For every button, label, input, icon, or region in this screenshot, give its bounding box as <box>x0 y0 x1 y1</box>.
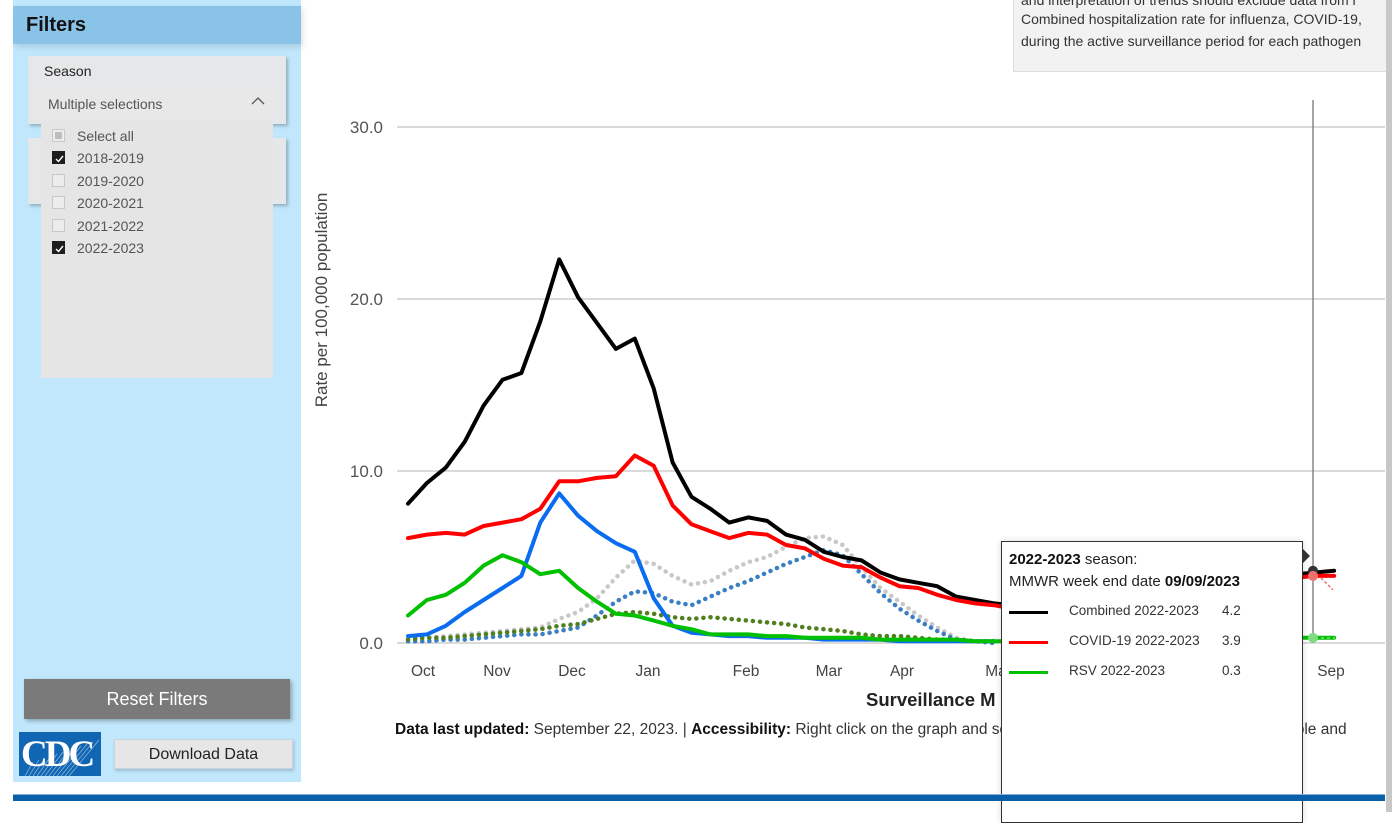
checkbox-icon[interactable] <box>52 196 65 209</box>
note-box: and interpretation of trends should excl… <box>1013 0 1390 72</box>
season-option-label: Select all <box>77 128 134 144</box>
x-tick-label: Apr <box>890 663 914 680</box>
tooltip-swatch <box>1009 671 1048 674</box>
season-option-label: 2019-2020 <box>77 173 144 189</box>
tooltip-series-name: Combined 2022-2023 <box>1069 603 1199 618</box>
y-tick-label: 10.0 <box>350 462 383 481</box>
y-tick-label: 20.0 <box>350 290 383 309</box>
tooltip-series-name: COVID-19 2022-2023 <box>1069 633 1200 648</box>
hover-point <box>1308 570 1318 581</box>
tooltip-season: 2022-2023 season: <box>1009 551 1137 568</box>
x-tick-label: Dec <box>558 663 586 680</box>
x-axis-title: Surveillance M <box>866 689 996 710</box>
accessibility-label: Accessibility: <box>691 721 792 738</box>
tooltip-series-value: 4.2 <box>1222 603 1241 618</box>
season-dropdown[interactable]: Multiple selections <box>41 88 273 118</box>
checkbox-icon[interactable] <box>52 174 65 187</box>
tooltip-swatch <box>1009 641 1048 644</box>
tooltip-series-value: 3.9 <box>1222 633 1241 648</box>
x-tick-label: Oct <box>411 663 436 680</box>
vertical-scrollbar[interactable] <box>1386 0 1392 812</box>
hover-point <box>1308 632 1318 643</box>
tooltip-season-suffix: season: <box>1080 551 1138 568</box>
tooltip-series-value: 0.3 <box>1222 663 1241 678</box>
checkbox-checked-icon[interactable] <box>52 151 65 164</box>
reset-filters-button[interactable]: Reset Filters <box>24 679 290 719</box>
checkbox-icon[interactable] <box>52 129 65 142</box>
season-option-label: 2022-2023 <box>77 240 144 256</box>
tooltip-date-prefix: MMWR week end date <box>1009 573 1165 590</box>
tooltip-date-value: 09/09/2023 <box>1164 573 1240 590</box>
note-line: and interpretation of trends should excl… <box>1021 0 1358 8</box>
season-option-label: 2021-2022 <box>77 218 144 234</box>
tooltip-row: Combined 2022-2023 4.2 <box>1009 602 1294 622</box>
season-option[interactable]: 2022-2023 <box>52 238 262 258</box>
updated-value: September 22, 2023. | <box>529 721 692 738</box>
logo-stripes <box>24 739 100 776</box>
y-tick-label: 0.0 <box>359 634 383 653</box>
updated-label: Data last updated: <box>395 721 530 738</box>
x-tick-label: Sep <box>1317 663 1345 680</box>
season-option[interactable]: 2021-2022 <box>52 216 262 236</box>
series-line-influenza-2018-2019 <box>405 547 997 646</box>
series-line-combined-2018-2019 <box>405 534 997 646</box>
season-option[interactable]: 2018-2019 <box>52 148 262 168</box>
tooltip-date: MMWR week end date 09/09/2023 <box>1009 573 1240 590</box>
filters-header: Filters <box>13 6 301 44</box>
hover-trail <box>1320 577 1334 591</box>
cdc-logo: CDC <box>19 732 101 776</box>
x-tick-label: Mar <box>816 663 843 680</box>
series-line-rsv-2018-2019 <box>405 609 997 644</box>
series-line-influenza-2022-2023 <box>406 491 996 644</box>
chevron-up-icon <box>251 97 265 105</box>
season-dropdown-value: Multiple selections <box>48 96 163 112</box>
season-label: Season <box>44 63 92 79</box>
season-options-list: Select all 2018-2019 2019-2020 2020-2021 202… <box>41 120 273 378</box>
checkbox-checked-icon[interactable] <box>52 241 65 254</box>
download-data-button[interactable]: Download Data <box>114 739 293 769</box>
chart-tooltip: 2022-2023 season: MMWR week end date 09/… <box>1001 541 1303 823</box>
y-tick-label: 30.0 <box>350 118 383 137</box>
tooltip-series-name: RSV 2022-2023 <box>1069 663 1166 678</box>
note-line: Combined hospitalization rate for influe… <box>1021 11 1362 27</box>
season-option[interactable]: 2019-2020 <box>52 171 262 191</box>
season-option-label: 2018-2019 <box>77 150 144 166</box>
tooltip-pointer-icon <box>1302 548 1310 564</box>
x-tick-label: Jan <box>636 663 661 680</box>
x-tick-label: Nov <box>483 663 511 680</box>
note-line: during the active surveillance period fo… <box>1021 33 1362 49</box>
season-option-label: 2020-2021 <box>77 195 144 211</box>
tooltip-swatch <box>1009 611 1048 614</box>
cdc-logo-text: CDC <box>21 734 95 775</box>
tooltip-row: COVID-19 2022-2023 3.9 <box>1009 632 1294 652</box>
tooltip-row: RSV 2022-2023 0.3 <box>1009 662 1294 682</box>
bottom-rule <box>13 794 1385 801</box>
x-tick-label: Feb <box>733 663 760 680</box>
filters-title: Filters <box>26 14 87 36</box>
season-option[interactable]: 2020-2021 <box>52 193 262 213</box>
tooltip-season-value: 2022-2023 <box>1009 551 1081 568</box>
checkbox-icon[interactable] <box>52 219 65 232</box>
season-option[interactable]: Select all <box>52 126 262 146</box>
